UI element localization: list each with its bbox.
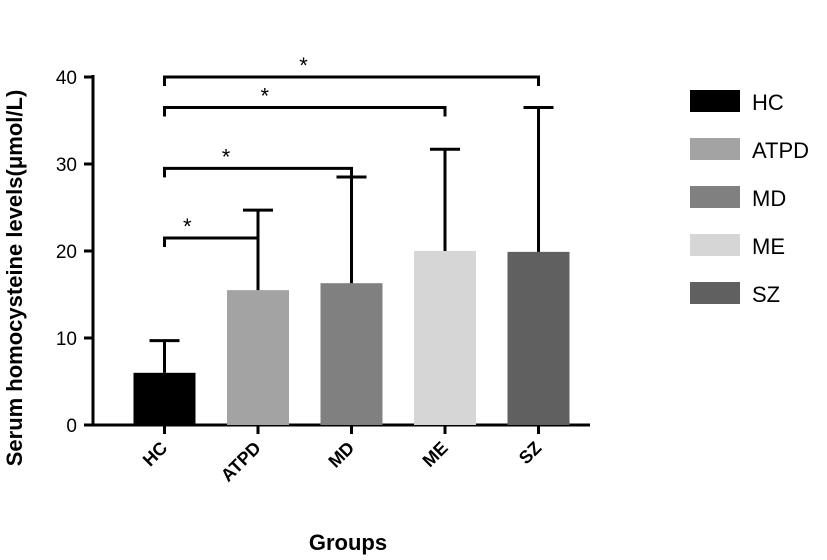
significance-bracket [163,166,353,178]
x-tick-label-sz: SZ [515,438,545,468]
bar-atpd [227,290,289,425]
bars [133,251,570,425]
significance-bracket [163,75,540,86]
y-tick-label: 10 [56,329,77,350]
significance-bracket [163,236,260,247]
y-tick-label: 0 [66,416,77,437]
bar-me [414,251,476,425]
significance-star: * [222,144,231,169]
significance-star: * [299,53,308,78]
x-axis-title: Groups [309,530,387,555]
x-tick-label-atpd: ATPD [217,438,265,486]
legend-swatch-sz [690,282,740,304]
y-axis-title: Serum homocysteine levels(μmol/L) [2,90,27,467]
y-tick-label: 30 [56,155,77,176]
x-axis: HC ATPD MD ME SZ [91,423,590,486]
y-tick-label: 40 [56,68,77,89]
error-bars [149,105,554,373]
significance-star: * [260,83,269,108]
legend-label-atpd: ATPD [752,138,809,163]
x-tick-label-me: ME [419,438,452,471]
legend-label-md: MD [752,186,786,211]
significance-bracket [163,105,447,117]
legend-swatch-hc [690,90,740,112]
legend-label-sz: SZ [752,282,780,307]
bar-hc [133,372,196,425]
legend-label-me: ME [752,234,785,259]
legend-label-hc: HC [752,90,784,115]
y-axis: 0 10 20 30 40 [56,68,95,437]
significance-star: * [183,214,192,239]
x-tick-label-hc: HC [139,438,172,471]
legend: HC ATPD MD ME SZ [690,90,809,307]
y-tick-label: 20 [56,242,77,263]
x-tick-label-md: MD [324,438,358,472]
legend-swatch-md [690,186,740,208]
legend-swatch-me [690,234,740,256]
legend-swatch-atpd [690,138,740,160]
bar-sz [507,251,570,425]
bar-md [320,283,383,425]
significance-brackets: * * * * [163,53,540,247]
